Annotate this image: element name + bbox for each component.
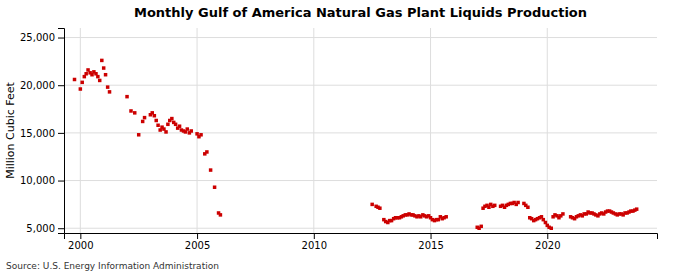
tick-label: 15,000 [20, 128, 55, 139]
point [100, 59, 104, 63]
tick-label: 10,000 [20, 175, 55, 186]
point [125, 95, 129, 99]
tick-label: 2015 [418, 240, 443, 251]
y-axis: 5,000 10,000 15,000 20,000 25,000 [20, 29, 65, 234]
point [156, 124, 160, 128]
grid-line [64, 228, 657, 229]
grid-line [64, 37, 657, 38]
tick-mark [58, 85, 64, 86]
tick-mark [58, 38, 64, 39]
tick-label: 2005 [185, 240, 210, 251]
point [106, 85, 110, 89]
tick-label: 5,000 [26, 223, 55, 234]
tick-mark [80, 233, 81, 239]
point [129, 109, 133, 113]
source-note: Source: U.S. Energy Information Administ… [6, 261, 219, 271]
tick-label: 2010 [302, 240, 327, 251]
point [213, 185, 217, 189]
point [143, 116, 147, 120]
tick: 10,000 [20, 175, 64, 186]
point [141, 120, 145, 124]
point [137, 133, 141, 137]
tick-mark [431, 233, 432, 239]
point [133, 111, 137, 115]
tick: 5,000 [26, 223, 64, 234]
point [444, 215, 448, 219]
point [189, 129, 193, 133]
point [549, 226, 553, 230]
point [186, 127, 190, 130]
grid-line [547, 28, 548, 233]
point [209, 168, 213, 172]
tick-mark [58, 228, 64, 229]
grid-line [430, 28, 431, 233]
point [170, 117, 174, 121]
point [526, 206, 530, 210]
point [73, 78, 77, 82]
tick-label: 2000 [68, 240, 93, 251]
tick-mark [547, 233, 548, 239]
grid [64, 28, 657, 233]
grid-line [197, 28, 198, 233]
tick: 15,000 [20, 128, 64, 139]
tick-label: 20,000 [20, 80, 55, 91]
tick: 2015 [418, 233, 443, 251]
tick-label: 25,000 [20, 32, 55, 43]
y-axis-title: Million Cubic Feet [4, 81, 17, 178]
grid-line [80, 28, 81, 233]
point [635, 207, 639, 211]
tick: 2005 [185, 233, 210, 251]
tick-label: 2020 [535, 240, 560, 251]
x-axis: 2000 2005 2010 2015 2020 [65, 233, 658, 251]
point [479, 225, 483, 229]
point [166, 123, 170, 127]
point [80, 81, 84, 85]
point [96, 75, 100, 79]
title: Monthly Gulf of America Natural Gas Plan… [134, 5, 587, 20]
tick: 25,000 [20, 32, 64, 43]
chart: 2000 2005 2010 2015 2020 5,000 10,000 15,000 20,… [0, 0, 675, 275]
point [154, 119, 158, 123]
grid-line [64, 180, 657, 181]
point [178, 124, 182, 128]
grid-line [313, 28, 314, 233]
tick-mark [197, 233, 198, 239]
tick: 2000 [68, 233, 93, 251]
grid-line [64, 132, 657, 133]
point [561, 212, 565, 216]
plot-area: 2000 2005 2010 2015 2020 5,000 10,000 15,000 20,… [20, 28, 658, 251]
point [164, 130, 168, 134]
axis-line [58, 29, 65, 234]
point [516, 201, 520, 205]
point [219, 213, 223, 217]
point [493, 204, 497, 208]
point [370, 203, 374, 207]
point [98, 79, 102, 83]
point [153, 114, 157, 118]
axis-line [65, 234, 658, 240]
point [84, 72, 88, 76]
tick: 2010 [302, 233, 327, 251]
tick-mark [314, 233, 315, 239]
point [104, 73, 108, 77]
point [108, 90, 112, 94]
point [205, 150, 209, 154]
tick-mark [58, 181, 64, 182]
tick-mark [58, 133, 64, 134]
tick: 2020 [535, 233, 560, 251]
point [199, 133, 203, 137]
marks [73, 59, 639, 230]
point [102, 66, 106, 70]
point [378, 206, 382, 210]
grid-line [64, 85, 657, 86]
tick: 20,000 [20, 80, 64, 91]
point [79, 87, 83, 91]
point [174, 123, 178, 127]
